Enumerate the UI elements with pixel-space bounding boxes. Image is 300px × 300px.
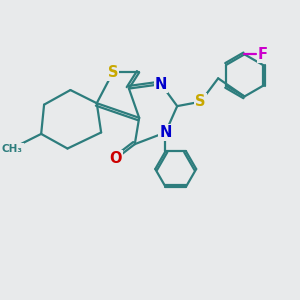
Text: O: O xyxy=(110,151,122,166)
Text: N: N xyxy=(159,125,172,140)
Text: S: S xyxy=(195,94,206,109)
Text: F: F xyxy=(258,47,268,62)
Text: N: N xyxy=(155,77,167,92)
Text: CH₃: CH₃ xyxy=(2,143,23,154)
Text: S: S xyxy=(108,65,118,80)
